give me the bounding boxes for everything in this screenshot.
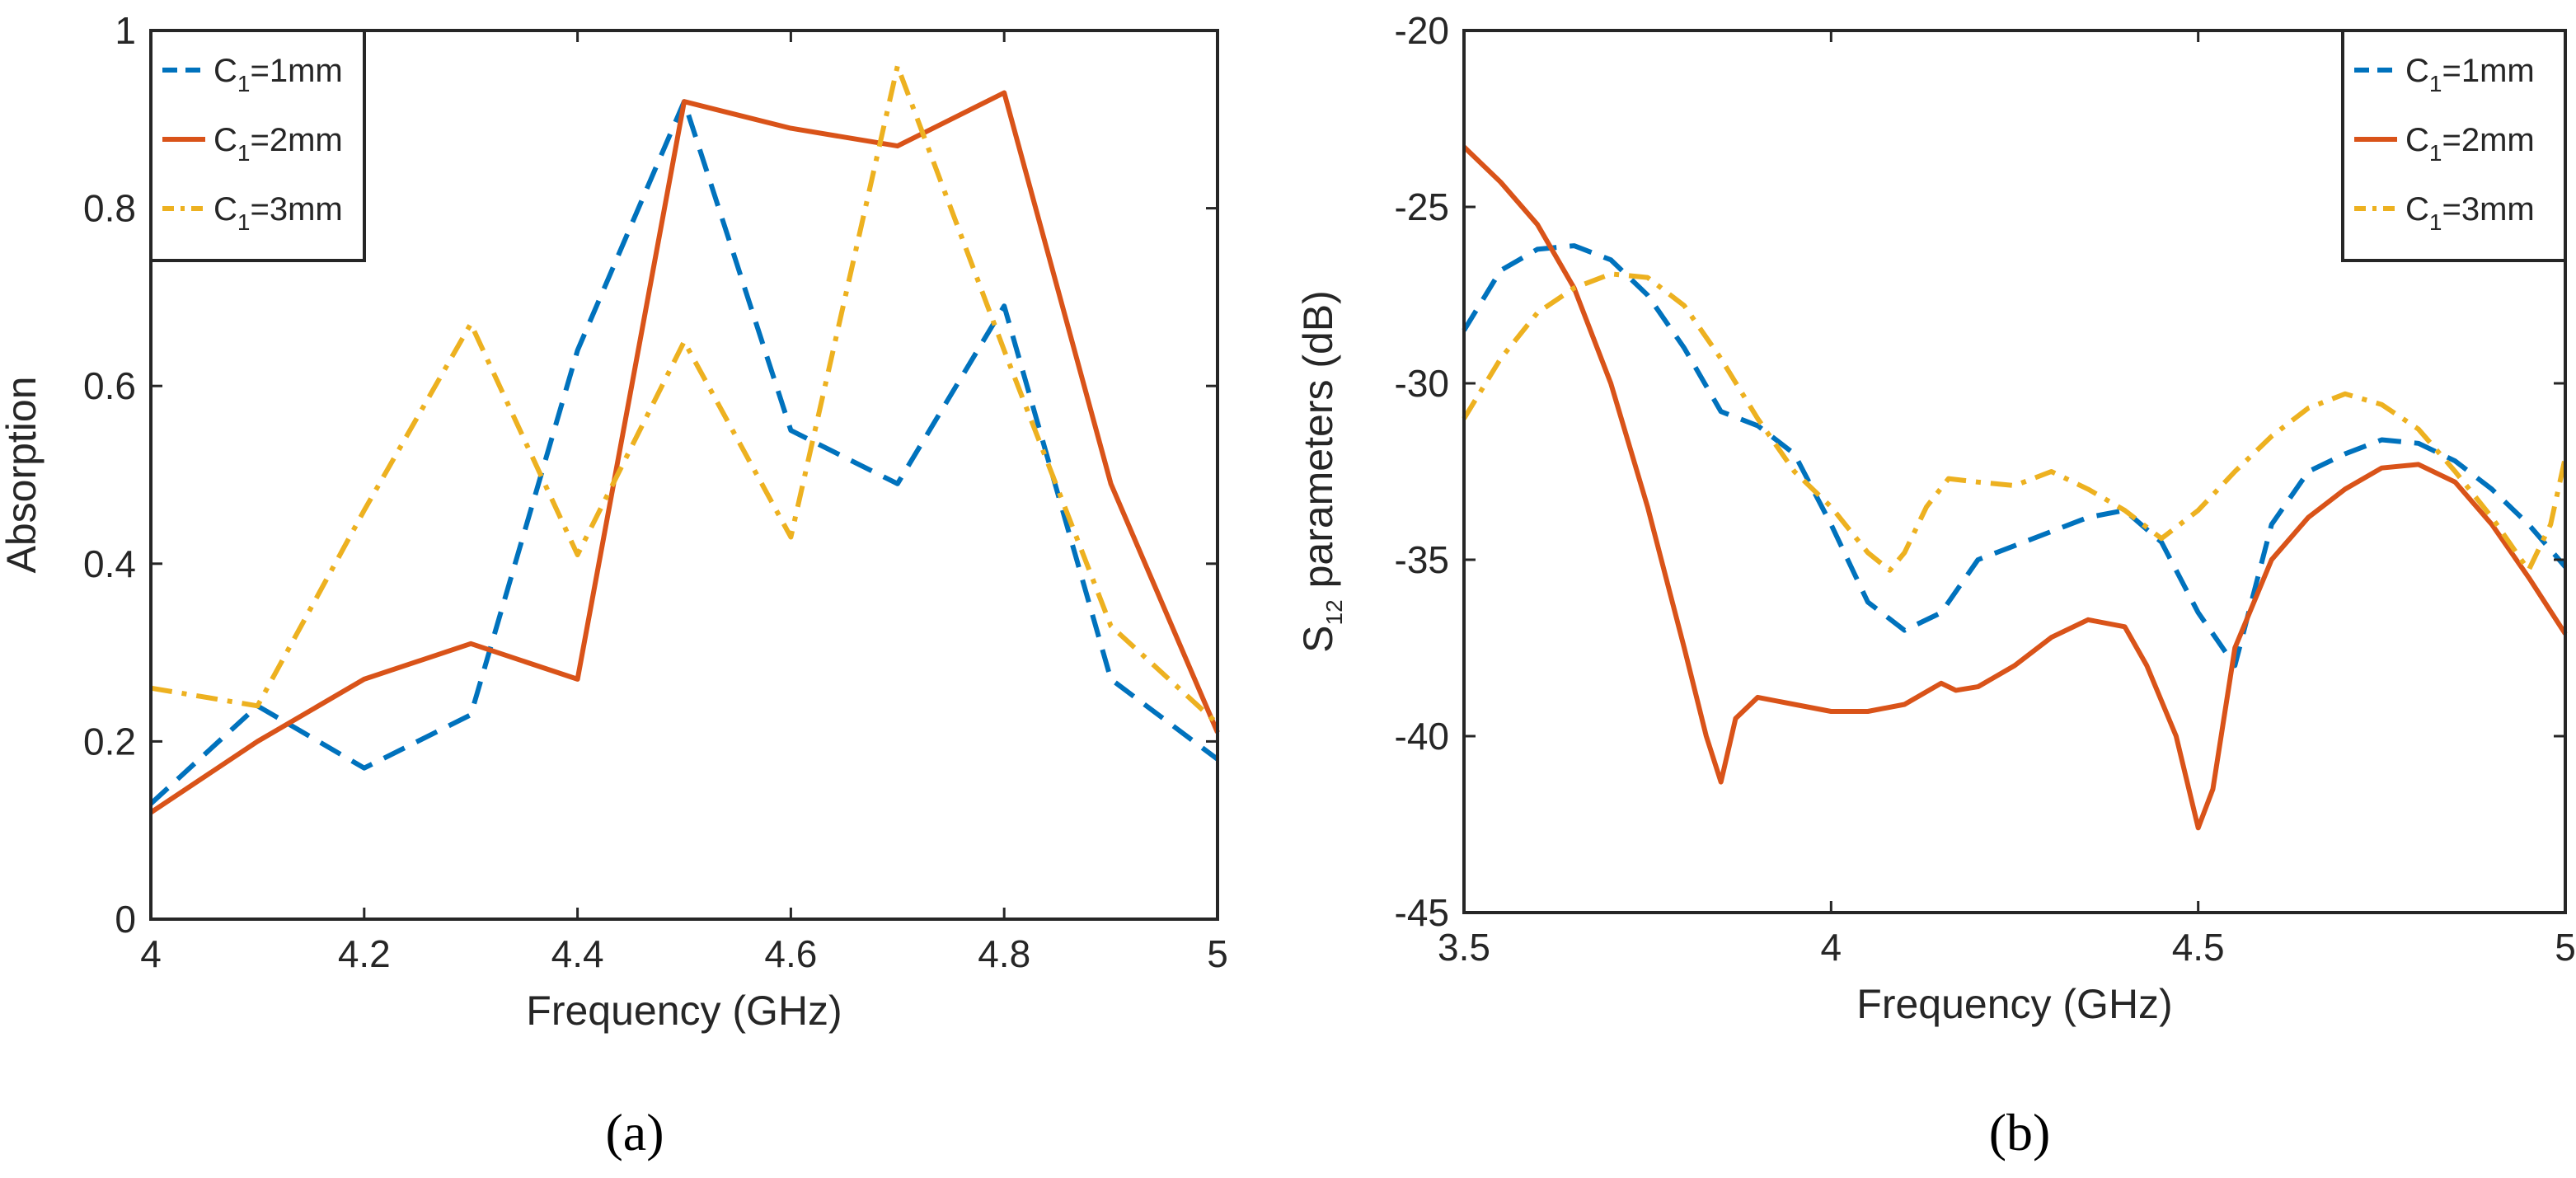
x-tick-label: 5 bbox=[1207, 932, 1228, 975]
legend-label-3: C1=3mm bbox=[2405, 191, 2535, 235]
legend-label-2: C1=2mm bbox=[213, 122, 343, 166]
x-tick-label: 4 bbox=[1821, 926, 1842, 969]
series-line-2 bbox=[149, 90, 1220, 815]
legend-label-1: C1=1mm bbox=[213, 53, 343, 96]
y-tick-label: -40 bbox=[1395, 715, 1449, 758]
y-axis-label: S12 parameters (dB) bbox=[1295, 290, 1347, 653]
x-tick-label: 4.5 bbox=[2172, 926, 2225, 969]
y-tick-label: 0.4 bbox=[83, 542, 136, 585]
x-tick-label: 3.5 bbox=[1438, 926, 1490, 969]
x-tick-label: 4.4 bbox=[551, 932, 604, 975]
y-axis-label: Absorption bbox=[0, 376, 45, 573]
y-tick-label: -25 bbox=[1395, 185, 1449, 228]
series-line-1 bbox=[1462, 243, 2568, 669]
x-tick-label: 5 bbox=[2555, 926, 2576, 969]
legend: C1=1mm C1=2mm C1=3mm bbox=[2341, 29, 2567, 262]
series-line-2 bbox=[1462, 145, 2568, 831]
panel-caption: (b) bbox=[1989, 1103, 2051, 1162]
panel-caption: (a) bbox=[605, 1103, 664, 1162]
x-axis-label: Frequency (GHz) bbox=[526, 988, 842, 1034]
y-tick-label: -35 bbox=[1395, 538, 1449, 581]
y-tick-label: -30 bbox=[1395, 362, 1449, 405]
y-tick-label: -45 bbox=[1395, 891, 1449, 934]
x-tick-label: 4.2 bbox=[338, 932, 391, 975]
x-tick-label: 4 bbox=[140, 932, 162, 975]
legend: C1=1mm C1=2mm C1=3mm bbox=[149, 29, 366, 262]
chart-panel-a: 4 4.2 4.4 4.6 4.8 5 0 0.2 0.4 0.6 0.8 1 Frequency (G… bbox=[0, 9, 1228, 1162]
y-tick-label: -20 bbox=[1395, 9, 1449, 52]
chart-panel-b: 3.5 4 4.5 5 -45 -40 -35 -30 -25 -20 Frequency (GHz… bbox=[1295, 9, 2576, 1162]
y-tick-label: 0 bbox=[115, 898, 136, 941]
y-tick-label: 1 bbox=[115, 9, 136, 52]
legend-label-2: C1=2mm bbox=[2405, 122, 2535, 166]
y-tick-label: 0.8 bbox=[83, 187, 136, 230]
x-axis-label: Frequency (GHz) bbox=[1856, 981, 2172, 1027]
x-tick-label: 4.6 bbox=[764, 932, 817, 975]
series-line-3 bbox=[1462, 271, 2568, 573]
y-tick-label: 0.2 bbox=[83, 720, 136, 763]
x-tick-label: 4.8 bbox=[978, 932, 1030, 975]
plot-frame bbox=[149, 29, 1219, 921]
legend-label-3: C1=3mm bbox=[213, 191, 343, 235]
plot-frame bbox=[1462, 29, 2567, 914]
y-tick-label: 0.6 bbox=[83, 364, 136, 407]
legend-label-1: C1=1mm bbox=[2405, 53, 2535, 96]
